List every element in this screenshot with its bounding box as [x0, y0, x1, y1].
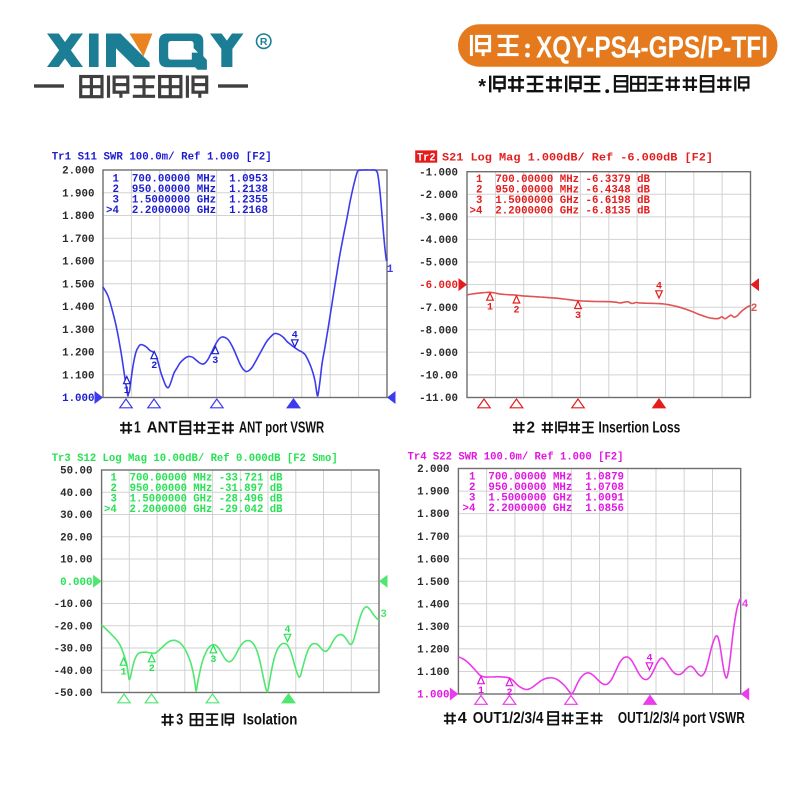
- svg-text:4: 4: [284, 625, 290, 636]
- svg-text:Tr2: Tr2: [417, 152, 436, 164]
- svg-text:4: 4: [656, 282, 662, 293]
- svg-text:2: 2: [149, 664, 155, 675]
- svg-text:2: 2: [527, 420, 536, 437]
- svg-text:2 950.00000 MHz -31.897 dB: 2 950.00000 MHz -31.897 dB: [111, 483, 283, 495]
- svg-text:-2.000: -2.000: [419, 190, 458, 202]
- svg-text:*: *: [478, 76, 486, 98]
- svg-text:0.000: 0.000: [60, 577, 92, 589]
- svg-text:S21 Log Mag 1.000dB/ Ref -6.00: S21 Log Mag 1.000dB/ Ref -6.000dB [F2]: [442, 152, 713, 164]
- svg-text:>4 2.2000000 GHz -6.8135 dB: >4 2.2000000 GHz -6.8135 dB: [470, 206, 651, 218]
- svg-text:1.900: 1.900: [62, 188, 94, 200]
- svg-text:1: 1: [134, 420, 141, 437]
- svg-text:ANT port VSWR: ANT port VSWR: [239, 420, 325, 437]
- svg-text:3: 3: [210, 655, 216, 666]
- svg-text:2: 2: [751, 303, 758, 315]
- svg-text:3 1.5000000 GHz -28.496 dB: 3 1.5000000 GHz -28.496 dB: [111, 494, 283, 506]
- svg-text:Insertion Loss: Insertion Loss: [599, 420, 681, 437]
- svg-text:2 950.00000 MHz 1.0708: 2 950.00000 MHz 1.0708: [469, 482, 624, 494]
- svg-text:3: 3: [212, 356, 218, 367]
- svg-text:1.700: 1.700: [417, 532, 449, 544]
- svg-text:Isolation: Isolation: [243, 712, 297, 729]
- svg-text:2: 2: [151, 361, 157, 372]
- svg-text:1.700: 1.700: [62, 234, 94, 246]
- svg-text:1.300: 1.300: [417, 622, 449, 634]
- svg-text:1.600: 1.600: [417, 554, 449, 566]
- svg-text:>4 2.2000000 GHz 1.0856: >4 2.2000000 GHz 1.0856: [463, 503, 625, 515]
- svg-text:-1.000: -1.000: [419, 167, 458, 179]
- svg-text:3 1.5000000 GHz 1.2355: 3 1.5000000 GHz 1.2355: [113, 195, 269, 207]
- svg-text:3 1.5000000 GHz -6.6198 dB: 3 1.5000000 GHz -6.6198 dB: [476, 195, 651, 207]
- svg-text:4: 4: [458, 710, 467, 727]
- svg-text:40.00: 40.00: [60, 488, 92, 500]
- svg-text:-11.00: -11.00: [419, 393, 458, 405]
- svg-text:3: 3: [176, 712, 183, 729]
- svg-text:-3.000: -3.000: [419, 212, 458, 224]
- svg-text:2 950.00000 MHz 1.2138: 2 950.00000 MHz 1.2138: [113, 184, 269, 196]
- svg-text:1: 1: [487, 303, 493, 314]
- svg-text:30.00: 30.00: [60, 510, 92, 522]
- svg-text:1: 1: [120, 668, 126, 679]
- svg-text:1: 1: [124, 386, 130, 397]
- svg-text:1 700.00000 MHz 1.0879: 1 700.00000 MHz 1.0879: [469, 472, 624, 484]
- svg-text:10.00: 10.00: [60, 555, 92, 567]
- svg-text:-50.00: -50.00: [54, 688, 93, 700]
- svg-text:1.000: 1.000: [62, 393, 94, 405]
- svg-text:1.100: 1.100: [62, 370, 94, 382]
- svg-text:20.00: 20.00: [60, 532, 92, 544]
- svg-text:1 700.00000 MHz -6.3379 dB: 1 700.00000 MHz -6.3379 dB: [476, 174, 651, 186]
- svg-text:-30.00: -30.00: [54, 644, 93, 656]
- svg-text:1.000: 1.000: [417, 690, 449, 702]
- svg-text:1.800: 1.800: [62, 211, 94, 223]
- svg-text:1: 1: [478, 686, 484, 697]
- svg-text:>4 2.2000000 GHz 1.2168: >4 2.2000000 GHz 1.2168: [106, 205, 268, 217]
- svg-text:1.500: 1.500: [417, 577, 449, 589]
- svg-text:1: 1: [387, 264, 394, 276]
- svg-text:1.400: 1.400: [417, 599, 449, 611]
- svg-text:>4 2.2000000 GHz -29.042 dB: >4 2.2000000 GHz -29.042 dB: [104, 504, 283, 516]
- svg-text:-9.000: -9.000: [419, 348, 458, 360]
- svg-text:-40.00: -40.00: [54, 666, 93, 678]
- svg-text:R: R: [260, 36, 268, 48]
- svg-text:1.900: 1.900: [417, 487, 449, 499]
- svg-text:OUT1/2/3/4: OUT1/2/3/4: [473, 710, 544, 727]
- svg-text:1.200: 1.200: [62, 348, 94, 360]
- svg-text:2.000: 2.000: [417, 464, 449, 476]
- svg-text:50.00: 50.00: [60, 466, 92, 478]
- svg-text:1 700.00000 MHz 1.0953: 1 700.00000 MHz 1.0953: [113, 174, 269, 186]
- svg-text:3 1.5000000 GHz 1.0091: 3 1.5000000 GHz 1.0091: [469, 493, 625, 505]
- svg-text:1.300: 1.300: [62, 325, 94, 337]
- svg-text:XQY-PS4-GPS/P-TFI: XQY-PS4-GPS/P-TFI: [536, 30, 768, 65]
- svg-text:4: 4: [742, 599, 749, 611]
- svg-text:4: 4: [646, 654, 652, 665]
- svg-text:-7.000: -7.000: [419, 303, 458, 315]
- svg-text:3: 3: [380, 609, 387, 621]
- svg-text:-8.000: -8.000: [419, 325, 458, 337]
- svg-text:Tr4 S22 SWR 100.0m/ Ref 1.000: Tr4 S22 SWR 100.0m/ Ref 1.000 [F2]: [408, 451, 624, 463]
- svg-text:2.000: 2.000: [62, 166, 94, 178]
- svg-text:1.500: 1.500: [62, 279, 94, 291]
- svg-text:Tr3 S12 Log Mag 10.00dB/ Ref 0: Tr3 S12 Log Mag 10.00dB/ Ref 0.000dB [F2…: [52, 453, 338, 465]
- svg-text:2: 2: [513, 305, 519, 316]
- svg-text:3: 3: [575, 311, 581, 322]
- svg-text:1.100: 1.100: [417, 667, 449, 679]
- svg-text:-20.00: -20.00: [54, 621, 93, 633]
- svg-text:-4.000: -4.000: [419, 235, 458, 247]
- svg-text:-10.00: -10.00: [419, 371, 458, 383]
- svg-text:1.400: 1.400: [62, 302, 94, 314]
- svg-text:1 700.00000 MHz -33.721 dB: 1 700.00000 MHz -33.721 dB: [111, 473, 283, 485]
- svg-text:1.200: 1.200: [417, 645, 449, 657]
- svg-text:OUT1/2/3/4 port VSWR: OUT1/2/3/4 port VSWR: [618, 710, 745, 727]
- svg-text:4: 4: [292, 331, 298, 342]
- svg-text:1.800: 1.800: [417, 509, 449, 521]
- svg-text:2: 2: [506, 688, 512, 699]
- svg-text:ANT: ANT: [147, 420, 178, 437]
- svg-text:-5.000: -5.000: [419, 258, 458, 270]
- svg-text:-10.00: -10.00: [54, 599, 93, 611]
- svg-text:Tr1 S11 SWR 100.0m/ Ref 1.000: Tr1 S11 SWR 100.0m/ Ref 1.000 [F2]: [52, 151, 272, 163]
- svg-text:-6.000: -6.000: [419, 280, 458, 292]
- svg-text:1.600: 1.600: [62, 257, 94, 269]
- svg-text:2 950.00000 MHz -6.4348 dB: 2 950.00000 MHz -6.4348 dB: [476, 185, 651, 197]
